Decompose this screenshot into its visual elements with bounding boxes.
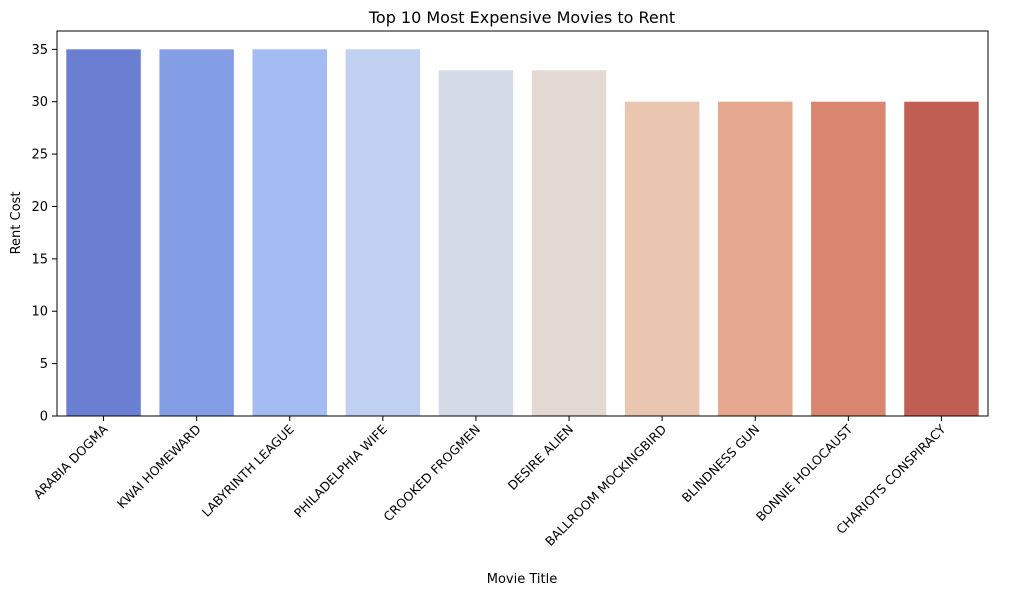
- y-tick-label: 35: [31, 43, 48, 58]
- bars-group: [66, 49, 979, 417]
- x-tick-label: CHARIOTS CONSPIRACY: [833, 421, 949, 537]
- plot-frame: [56, 30, 989, 417]
- x-axis-label: Movie Title: [487, 572, 557, 587]
- y-tick-label: 25: [31, 148, 48, 163]
- bar-3: [252, 49, 327, 416]
- bar-4: [345, 49, 421, 416]
- x-tick-label: CROOKED FROGMEN: [380, 422, 483, 525]
- bar-10: [904, 101, 979, 416]
- y-tick-label: 10: [31, 305, 48, 320]
- y-axis-label: Rent Cost: [9, 192, 24, 255]
- bar-6: [531, 70, 607, 417]
- bar-5: [438, 70, 514, 417]
- bar-8: [718, 101, 793, 416]
- chart-title: Top 10 Most Expensive Movies to Rent: [368, 8, 675, 27]
- bar-7: [624, 101, 700, 416]
- x-tick-label: DESIRE ALIEN: [505, 422, 577, 494]
- bar-2: [159, 49, 234, 416]
- x-tick-label: BLINDNESS GUN: [679, 422, 763, 506]
- x-tick-label: BONNIE HOLOCAUST: [753, 421, 856, 524]
- x-tick-label: PHILADELPHIA WIFE: [291, 421, 390, 520]
- x-tick-label: LABYRINTH LEAGUE: [199, 421, 297, 519]
- y-tick-label: 5: [40, 357, 48, 372]
- y-tick-label: 20: [31, 200, 48, 215]
- y-axis: 0 5 10 15 20 25 30 35: [31, 43, 57, 425]
- bar-9: [811, 101, 886, 416]
- y-tick-label: 30: [31, 95, 48, 110]
- x-tick-label: KWAI HOMEWARD: [114, 422, 204, 512]
- x-tick-label: ARABIA DOGMA: [30, 421, 111, 502]
- y-tick-label: 0: [40, 410, 48, 425]
- bar-1: [66, 49, 141, 416]
- y-tick-label: 15: [31, 252, 48, 267]
